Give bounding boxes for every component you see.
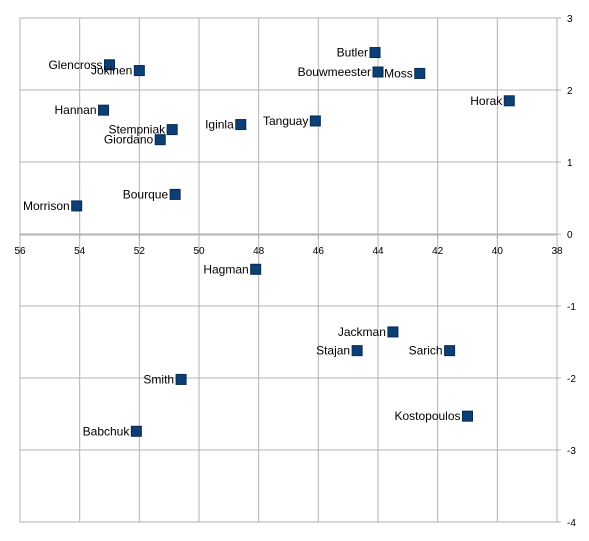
y-tick-label: -1 xyxy=(567,302,576,313)
y-tick-label: 0 xyxy=(567,230,573,241)
data-point xyxy=(309,115,321,127)
point-label: Stajan xyxy=(316,344,350,358)
x-tick-label: 48 xyxy=(253,246,265,257)
data-point xyxy=(503,95,515,107)
data-points xyxy=(71,47,515,437)
y-tick-label: -4 xyxy=(567,518,576,529)
point-label: Kostopoulos xyxy=(394,409,460,423)
data-point xyxy=(444,345,456,357)
point-label: Jackman xyxy=(338,325,386,339)
point-label: Glencross xyxy=(48,58,102,72)
point-label: Butler xyxy=(337,46,368,60)
point-label: Iginla xyxy=(205,118,234,132)
y-tick-label: 3 xyxy=(567,14,573,25)
data-point xyxy=(169,188,181,200)
data-point xyxy=(414,67,426,79)
point-label: Morrison xyxy=(23,199,70,213)
point-label: Hannan xyxy=(54,103,96,117)
point-label: Hagman xyxy=(203,262,248,276)
point-label: Moss xyxy=(384,66,413,80)
point-label: Jokinen xyxy=(91,64,132,78)
point-label: Sarich xyxy=(409,344,443,358)
x-tick-label: 50 xyxy=(193,246,205,257)
point-label: Stempniak xyxy=(108,123,166,137)
point-label: Tanguay xyxy=(263,114,308,128)
y-tick-label: 2 xyxy=(567,86,573,97)
y-tick-label: -2 xyxy=(567,374,576,385)
data-point xyxy=(154,134,166,146)
data-point xyxy=(462,410,473,422)
data-point xyxy=(175,373,187,385)
data-point xyxy=(351,345,363,357)
data-point xyxy=(369,47,381,59)
y-tick-label: 1 xyxy=(567,158,573,169)
point-label: Babchuk xyxy=(83,424,131,438)
data-point xyxy=(133,65,145,77)
data-point xyxy=(130,425,142,437)
x-tick-labels: 56 54 52 50 48 46 44 42 40 38 xyxy=(14,246,563,257)
point-label: Bouwmeester xyxy=(298,65,371,79)
data-point xyxy=(235,119,247,131)
x-tick-label: 56 xyxy=(14,246,26,257)
x-tick-label: 42 xyxy=(432,246,444,257)
point-label: Horak xyxy=(470,94,503,108)
data-point xyxy=(71,200,83,212)
gridlines xyxy=(19,17,558,523)
x-tick-label: 52 xyxy=(134,246,146,257)
point-label: Smith xyxy=(143,372,174,386)
x-tick-label: 46 xyxy=(313,246,325,257)
axes xyxy=(19,17,561,523)
x-tick-label: 38 xyxy=(551,246,563,257)
data-point xyxy=(372,66,384,78)
data-point xyxy=(250,263,262,275)
point-label: Bourque xyxy=(123,187,169,201)
data-point xyxy=(387,326,399,338)
y-tick-label: -3 xyxy=(567,446,576,457)
x-tick-label: 54 xyxy=(74,246,86,257)
data-point xyxy=(166,124,178,136)
data-point xyxy=(104,59,115,71)
x-tick-label: 40 xyxy=(492,246,504,257)
y-tick-labels: 3 2 1 0 -1 -2 -3 -4 xyxy=(567,14,576,529)
data-point xyxy=(98,104,110,116)
x-tick-label: 44 xyxy=(372,246,384,257)
point-label: Giordano xyxy=(104,133,154,147)
